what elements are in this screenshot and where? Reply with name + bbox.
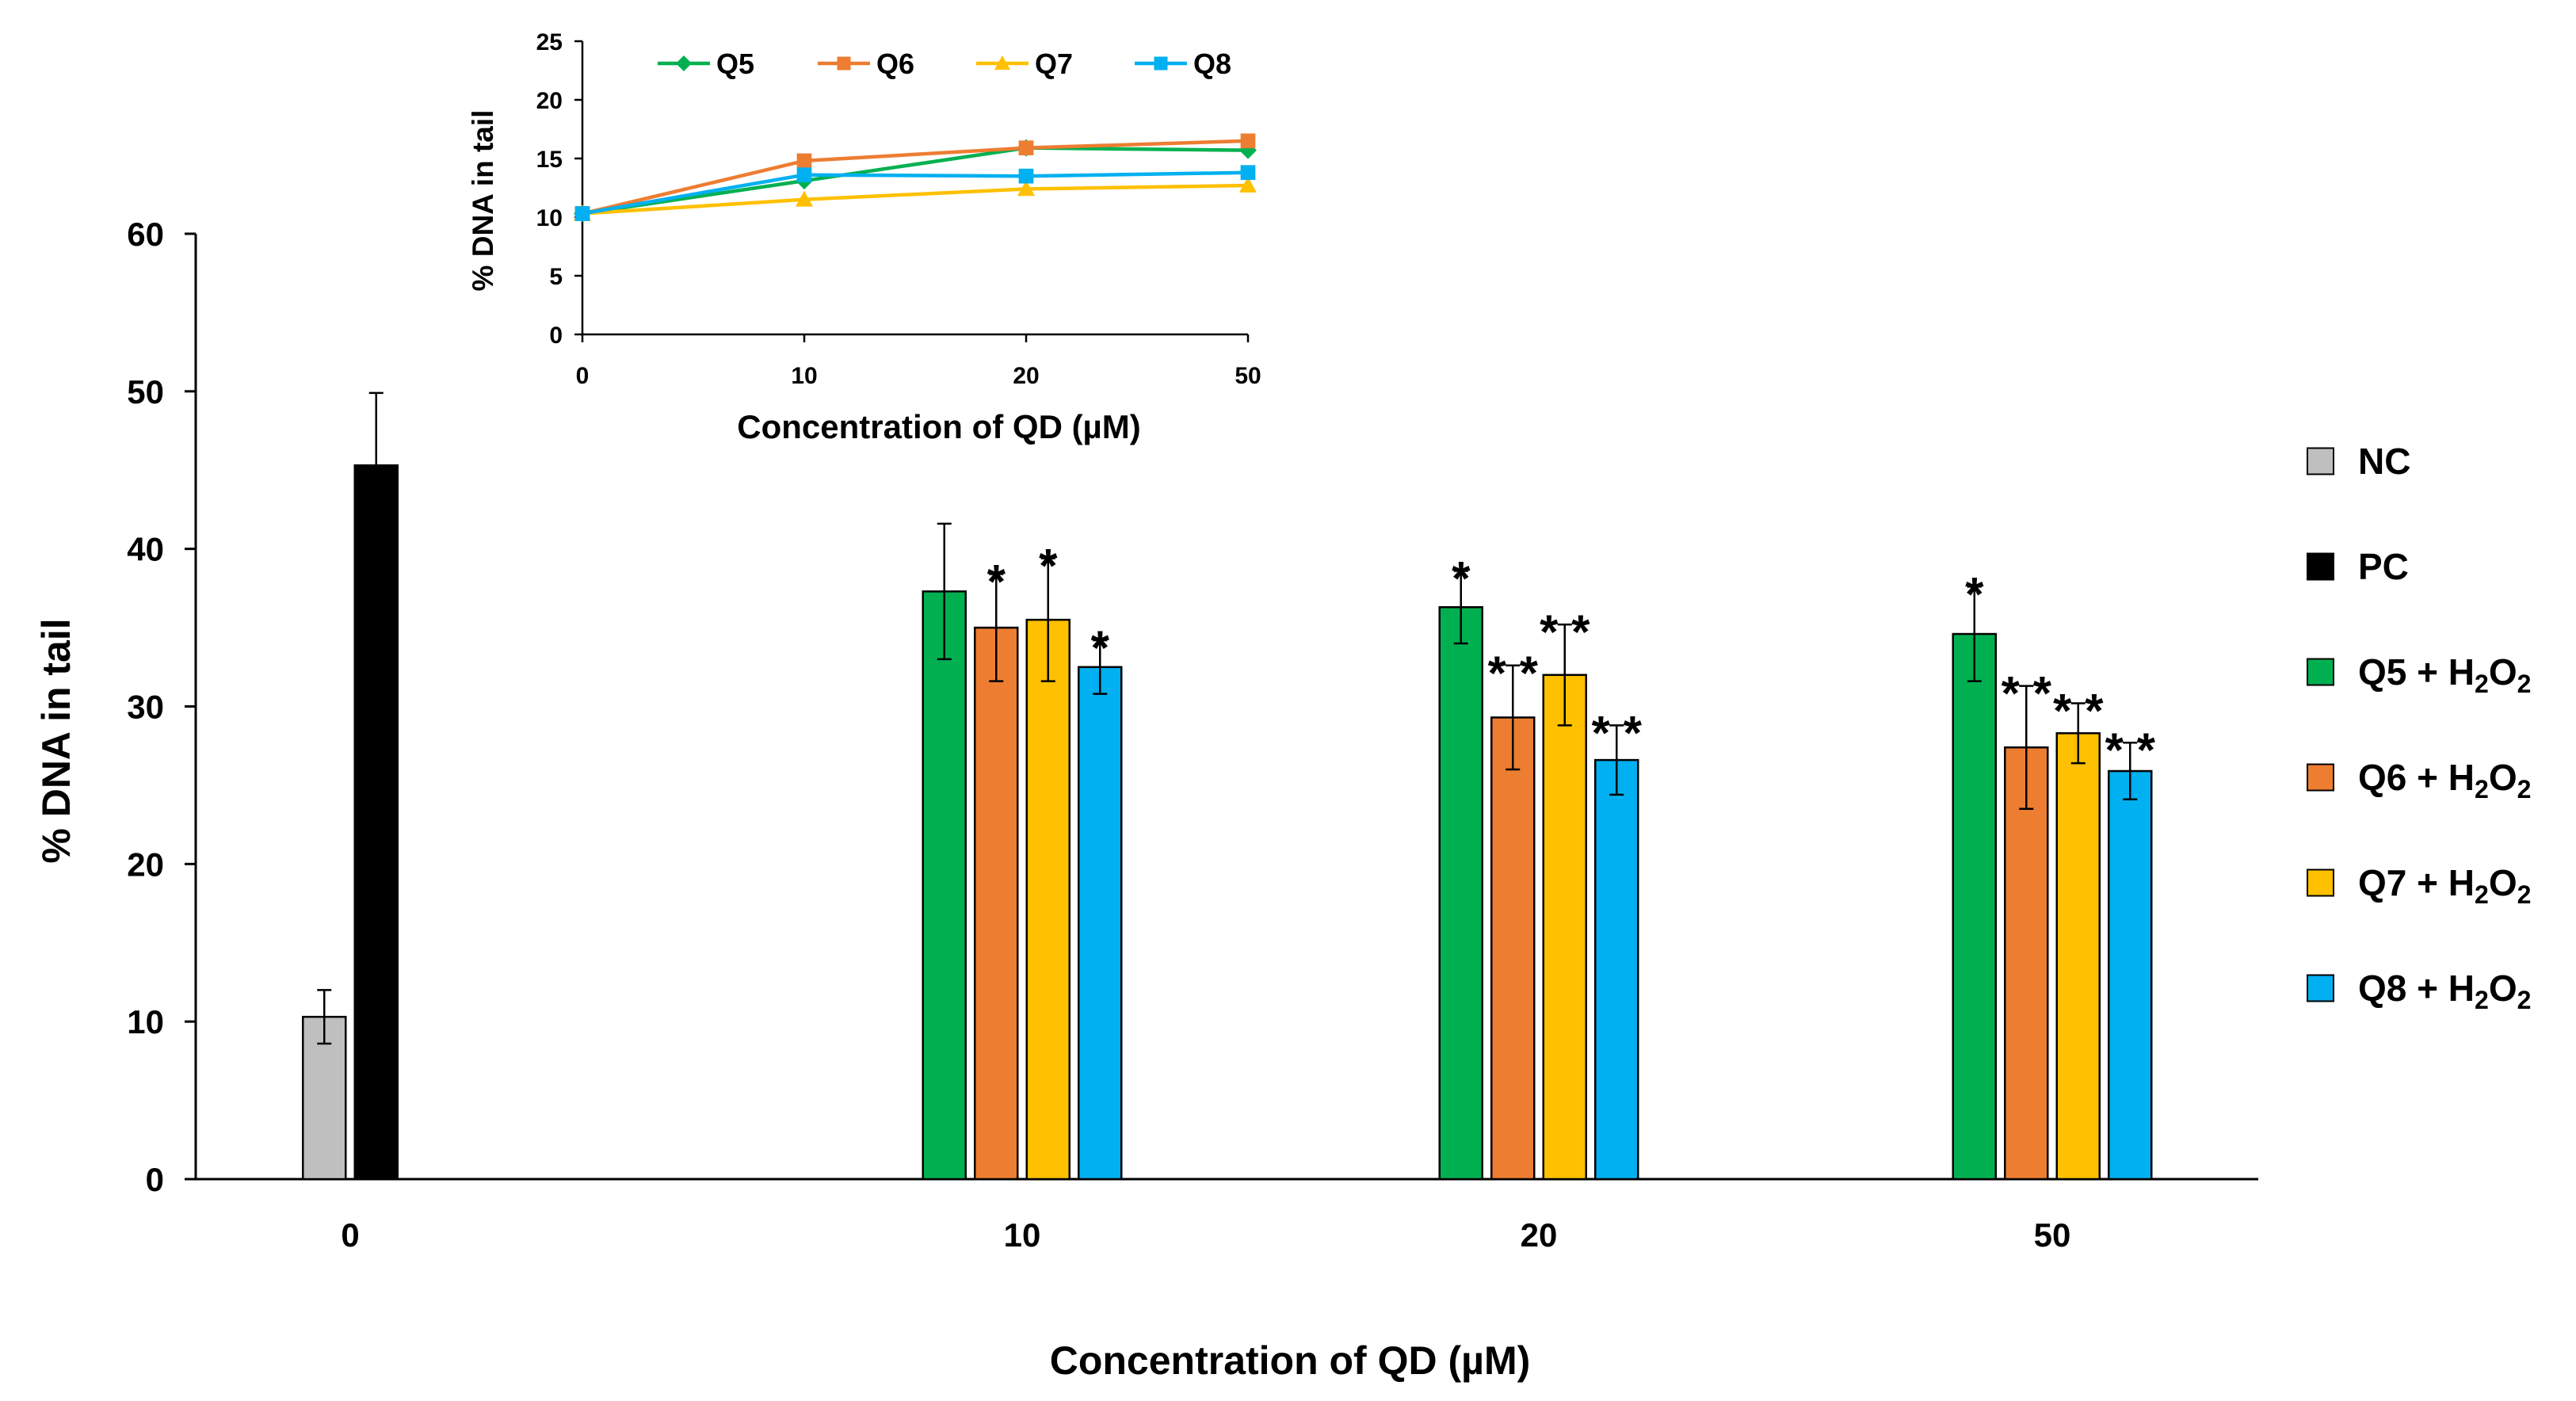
bar-10-3: [1078, 666, 1123, 1181]
legend-swatch-1: [2307, 447, 2334, 475]
main-y-tick-label: 10: [127, 1003, 164, 1040]
inset-point-q8: [796, 167, 812, 183]
main-y-tick-label: 60: [127, 216, 164, 253]
legend-label-1: NC: [2358, 441, 2410, 482]
inset-y-tick-label: 25: [536, 29, 563, 55]
main-x-tick-label: 0: [341, 1216, 359, 1254]
bar-10-1: [974, 626, 1019, 1181]
inset-legend-label-q6: Q6: [876, 48, 914, 80]
main-y-tick-label: 30: [127, 689, 164, 726]
inset-series-line-q5: [582, 146, 1249, 216]
main-x-axis-label: Concentration of QD (µM): [1050, 1338, 1531, 1383]
main-y-tick-label: 50: [127, 373, 164, 410]
bar-20-1: [1490, 716, 1536, 1181]
significance-marker: * *: [1592, 706, 1643, 759]
bar-20-3: [1594, 758, 1639, 1181]
significance-marker: * *: [1540, 605, 1590, 659]
bar-10-2: [1025, 618, 1070, 1181]
significance-marker: * *: [2105, 723, 2156, 777]
main-y-tick-label: 0: [146, 1161, 164, 1198]
inset-x-tick-label: 50: [1235, 363, 1261, 389]
legend-label-4: Q6 + H2O2: [2358, 757, 2531, 804]
inset-point-q8: [574, 206, 590, 221]
main-x-tick-label: 50: [2034, 1216, 2071, 1254]
inset-x-tick-label: 10: [791, 363, 817, 389]
inset-y-tick-label: 15: [536, 147, 563, 173]
inset-legend-label-q8: Q8: [1193, 48, 1231, 80]
main-x-tick-label: 20: [1521, 1216, 1558, 1254]
significance-marker: * *: [2053, 685, 2104, 738]
inset-x-tick-label: 0: [576, 363, 590, 389]
inset-point-q6: [796, 153, 812, 169]
bar-20-0: [1438, 605, 1483, 1181]
inset-point-q8: [1018, 168, 1034, 184]
inset-point-q8: [1240, 165, 1256, 181]
inset-series-line-q7: [582, 183, 1249, 216]
inset-legend-label-q5: Q5: [716, 48, 754, 80]
significance-marker: * *: [1488, 647, 1539, 700]
legend-label-3: Q5 + H2O2: [2358, 651, 2531, 698]
main-bar-chart: % DNA in tail Concentration of QD (µM) 0…: [34, 216, 2531, 1383]
significance-marker: *: [1965, 567, 1984, 620]
bar-50-2: [2055, 732, 2101, 1181]
inset-legend-marker-q5: [676, 55, 692, 71]
bar-50-0: [1952, 632, 1997, 1181]
significance-marker: * *: [2002, 667, 2052, 720]
legend-swatch-5: [2307, 868, 2334, 897]
inset-y-tick-label: 10: [536, 205, 563, 231]
inset-series-line-q6: [582, 139, 1249, 216]
main-y-axis-label: % DNA in tail: [34, 618, 78, 863]
legend-label-6: Q8 + H2O2: [2358, 968, 2531, 1014]
significance-marker: *: [987, 555, 1006, 608]
main-y-tick-label: 20: [127, 846, 164, 883]
inset-legend-marker-q7: [994, 55, 1010, 70]
inset-legend-marker-q6: [837, 56, 851, 71]
inset-legend-label-q7: Q7: [1035, 48, 1073, 80]
bar-0-1: [353, 464, 399, 1181]
inset-line-chart: % DNA in tail Concentration of QD (µM) 0…: [467, 29, 1261, 445]
bar-50-1: [2004, 746, 2049, 1181]
bar-10-0: [922, 590, 967, 1181]
main-y-tick-label: 40: [127, 531, 164, 568]
bar-50-3: [2108, 769, 2153, 1181]
inset-point-q6: [1018, 140, 1034, 156]
inset-point-q6: [1240, 133, 1256, 149]
bar-20-2: [1542, 674, 1587, 1181]
inset-x-tick-label: 20: [1013, 363, 1039, 389]
legend-label-5: Q7 + H2O2: [2358, 862, 2531, 909]
inset-point-q7: [1239, 177, 1257, 193]
inset-series-line-q8: [582, 170, 1249, 216]
significance-marker: *: [1452, 552, 1471, 605]
significance-marker: *: [1091, 621, 1110, 674]
legend-swatch-6: [2307, 974, 2334, 1002]
inset-y-tick-label: 5: [549, 264, 563, 290]
legend-label-2: PC: [2358, 546, 2409, 587]
inset-x-axis-label: Concentration of QD (µM): [737, 408, 1140, 445]
inset-y-axis-label: % DNA in tail: [467, 110, 499, 292]
legend-swatch-4: [2307, 763, 2334, 792]
legend-swatch-3: [2307, 658, 2334, 686]
significance-marker: *: [1039, 540, 1058, 593]
inset-point-q7: [1017, 180, 1035, 197]
inset-legend-marker-q8: [1154, 56, 1168, 71]
legend-swatch-2: [2307, 552, 2334, 581]
main-x-tick-label: 10: [1004, 1216, 1041, 1254]
inset-point-q7: [796, 190, 813, 207]
inset-y-tick-label: 20: [536, 88, 563, 114]
inset-y-tick-label: 0: [549, 323, 563, 349]
